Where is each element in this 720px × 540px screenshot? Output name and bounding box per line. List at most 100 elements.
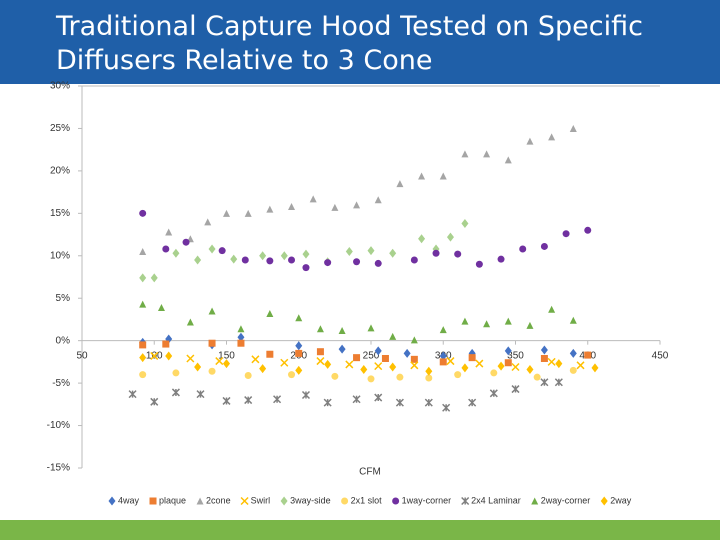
point (410, 336, 418, 344)
point (410, 256, 418, 264)
point (389, 332, 397, 340)
point (244, 396, 253, 405)
point (389, 362, 397, 372)
point (396, 373, 404, 381)
point (196, 390, 205, 399)
point (569, 316, 577, 324)
chart-title: Traditional Capture Hood Tested on Speci… (56, 11, 643, 76)
point (280, 358, 289, 367)
point (338, 326, 346, 334)
point (353, 258, 361, 266)
point (439, 358, 447, 366)
point (526, 365, 534, 375)
point (288, 203, 296, 211)
y-tick-label: -15% (47, 463, 70, 474)
legend-label: Swirl (251, 495, 271, 505)
point (461, 150, 469, 158)
point (461, 219, 469, 229)
point (345, 360, 354, 369)
point (324, 359, 332, 369)
legend-label: 3way-side (290, 495, 331, 505)
point (157, 304, 165, 312)
point (237, 339, 245, 347)
point (389, 248, 397, 258)
legend-marker (461, 496, 470, 506)
footer-bar (0, 520, 720, 540)
point (128, 390, 137, 399)
point (194, 362, 202, 372)
point (353, 201, 361, 209)
point (162, 245, 170, 253)
point (454, 250, 462, 258)
point (439, 326, 447, 334)
point (410, 355, 418, 363)
point (360, 365, 368, 375)
point (468, 354, 476, 362)
point (374, 259, 382, 267)
legend-label: 2cone (206, 495, 231, 505)
point (425, 366, 433, 376)
point (259, 251, 267, 261)
legend-label: 2way (610, 495, 632, 505)
y-tick-label: 15% (50, 208, 70, 219)
point (208, 244, 216, 254)
y-tick-label: 0% (56, 335, 71, 346)
point (555, 359, 563, 369)
point (584, 226, 592, 234)
point (251, 355, 260, 364)
point (374, 346, 382, 356)
point (162, 340, 170, 348)
point (280, 251, 288, 261)
point (410, 361, 419, 370)
point (425, 374, 433, 382)
y-tick-label: 25% (50, 123, 70, 134)
x-tick-label: 350 (507, 350, 524, 361)
point (483, 320, 491, 328)
point (446, 232, 454, 242)
point (222, 396, 231, 405)
point (172, 369, 180, 377)
point (569, 348, 577, 358)
point (504, 359, 512, 367)
point (301, 390, 311, 400)
point (139, 248, 147, 256)
point (316, 357, 325, 366)
point (461, 363, 469, 373)
legend-marker (600, 496, 608, 506)
legend-marker (108, 496, 116, 506)
point (150, 397, 159, 406)
point (208, 339, 216, 347)
point (504, 317, 512, 325)
y-tick-label: 30% (50, 81, 70, 92)
point (139, 341, 147, 349)
point (266, 310, 274, 318)
point (511, 385, 520, 394)
point (230, 254, 238, 264)
point (418, 234, 426, 244)
point (418, 172, 426, 180)
point (171, 388, 180, 397)
point (165, 228, 173, 236)
point (309, 195, 317, 203)
point (186, 318, 194, 326)
point (295, 349, 303, 357)
point (266, 350, 274, 358)
point (259, 364, 267, 374)
point (208, 307, 216, 315)
point (172, 248, 180, 258)
title-banner (0, 0, 720, 84)
point (439, 172, 447, 180)
point (446, 357, 455, 366)
point (288, 256, 296, 264)
point (526, 137, 534, 145)
point (554, 378, 563, 387)
legend-marker (341, 497, 349, 505)
point (569, 124, 577, 132)
point (489, 389, 498, 398)
point (139, 273, 147, 283)
point (374, 393, 383, 402)
legend-marker (196, 497, 204, 505)
point (244, 371, 252, 379)
point (237, 332, 245, 342)
